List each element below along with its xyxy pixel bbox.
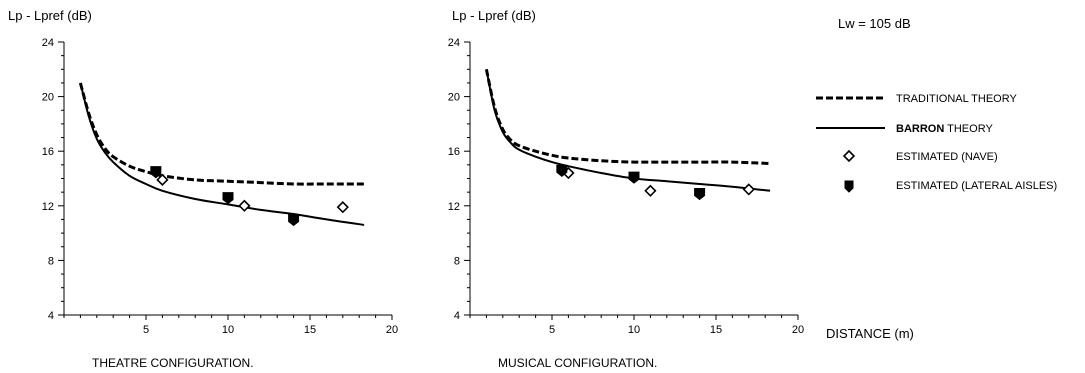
musical-chart: Lp - Lpref (dB) MUSICAL CONFIGURATION. 4…	[448, 8, 804, 370]
musical-lateral-aisles-point	[628, 171, 640, 184]
theatre-lateral-aisles-point	[288, 213, 300, 227]
theatre-x-tick-label: 10	[222, 324, 234, 336]
musical-x-tick-label: 15	[710, 324, 722, 336]
legend-open-marker-symbol	[842, 149, 856, 163]
musical-y-tick-label: 4	[454, 310, 460, 322]
musical-y-tick-label: 20	[448, 92, 460, 104]
legend-label-barron: BARRON THEORY	[896, 123, 993, 135]
musical-x-tick-label: 20	[792, 324, 804, 336]
musical-traditional-theory-line	[484, 68, 771, 165]
legend-label-traditional: TRADITIONAL THEORY	[896, 93, 1017, 105]
theatre-chart-title: THEATRE CONFIGURATION.	[92, 356, 254, 370]
musical-barron-theory-line	[485, 69, 771, 192]
theatre-y-tick-label: 24	[42, 37, 54, 49]
legend-label-barron-rest: THEORY	[944, 123, 993, 135]
theatre-y-tick-label: 20	[42, 92, 54, 104]
musical-y-tick-label: 24	[448, 37, 460, 49]
theatre-y-tick-label: 12	[42, 201, 54, 213]
theatre-x-tick-label: 5	[143, 324, 149, 336]
musical-lateral-aisles-point	[556, 164, 568, 177]
sound-power-annotation: Lw = 105 dB	[838, 16, 911, 31]
theatre-x-tick-label: 20	[386, 324, 398, 336]
theatre-y-axis-title: Lp - Lpref (dB)	[8, 8, 92, 23]
legend: TRADITIONAL THEORY BARRON THEORY ESTIMAT…	[816, 93, 1057, 193]
legend-filled-marker-symbol	[844, 180, 854, 193]
musical-nave-point	[742, 183, 755, 196]
theatre-nave-point	[156, 173, 169, 186]
musical-y-tick-label: 12	[448, 201, 460, 213]
theatre-chart: Lp - Lpref (dB) THEATRE CONFIGURATION. 4…	[8, 8, 398, 370]
musical-y-axis-title: Lp - Lpref (dB)	[452, 8, 536, 23]
distance-axis-title: DISTANCE (m)	[826, 326, 914, 341]
musical-chart-title: MUSICAL CONFIGURATION.	[498, 356, 657, 370]
theatre-y-tick-label: 4	[48, 310, 54, 322]
theatre-x-tick-label: 15	[304, 324, 316, 336]
theatre-nave-point	[336, 201, 349, 214]
legend-label-barron-bold: BARRON	[896, 123, 944, 135]
theatre-barron-theory-line	[79, 82, 365, 226]
musical-x-tick-label: 5	[549, 324, 555, 336]
musical-y-tick-label: 16	[448, 146, 460, 158]
theatre-y-tick-label: 16	[42, 146, 54, 158]
musical-lateral-aisles-point	[694, 188, 706, 201]
musical-x-tick-label: 10	[628, 324, 640, 336]
theatre-nave-point	[238, 199, 251, 212]
legend-label-lateral: ESTIMATED (LATERAL AISLES)	[896, 180, 1057, 192]
musical-y-tick-label: 8	[454, 255, 460, 267]
theatre-y-tick-label: 8	[48, 255, 54, 267]
theatre-lateral-aisles-point	[222, 192, 234, 205]
musical-nave-point	[644, 184, 657, 197]
legend-label-nave: ESTIMATED (NAVE)	[896, 151, 998, 163]
theatre-lateral-aisles-point	[150, 166, 162, 179]
